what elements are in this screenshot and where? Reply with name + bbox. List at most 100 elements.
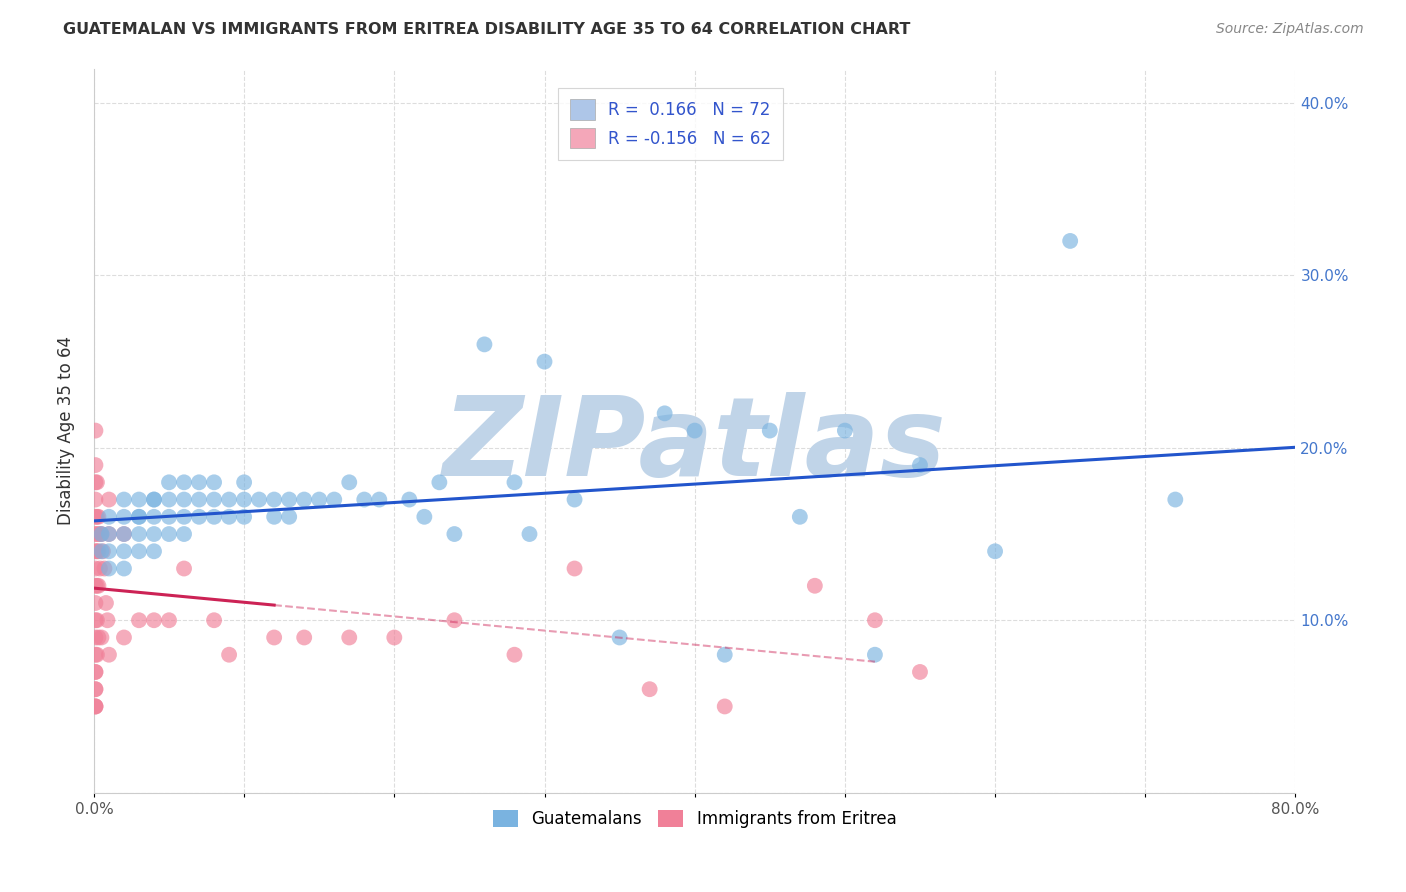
Point <box>638 682 661 697</box>
Point <box>128 509 150 524</box>
Point <box>789 509 811 524</box>
Point <box>96 613 118 627</box>
Point <box>84 561 107 575</box>
Point <box>89 527 111 541</box>
Point <box>143 613 166 627</box>
Point <box>609 631 631 645</box>
Point <box>337 631 360 645</box>
Point <box>84 699 107 714</box>
Point <box>128 527 150 541</box>
Point <box>90 527 112 541</box>
Text: GUATEMALAN VS IMMIGRANTS FROM ERITREA DISABILITY AGE 35 TO 64 CORRELATION CHART: GUATEMALAN VS IMMIGRANTS FROM ERITREA DI… <box>63 22 911 37</box>
Point <box>157 492 180 507</box>
Point <box>86 613 108 627</box>
Point <box>413 509 436 524</box>
Point <box>143 509 166 524</box>
Point <box>94 596 117 610</box>
Point <box>84 648 107 662</box>
Point <box>84 699 107 714</box>
Point <box>84 492 107 507</box>
Point <box>443 613 465 627</box>
Point <box>263 631 285 645</box>
Point <box>87 579 110 593</box>
Point <box>398 492 420 507</box>
Point <box>202 492 225 507</box>
Y-axis label: Disability Age 35 to 64: Disability Age 35 to 64 <box>58 336 75 525</box>
Point <box>683 424 706 438</box>
Point <box>173 492 195 507</box>
Point <box>188 475 211 490</box>
Point <box>157 613 180 627</box>
Point <box>368 492 391 507</box>
Point <box>427 475 450 490</box>
Point <box>759 424 782 438</box>
Point <box>84 544 107 558</box>
Point <box>97 527 120 541</box>
Point <box>93 561 115 575</box>
Point <box>533 354 555 368</box>
Point <box>353 492 375 507</box>
Point <box>128 492 150 507</box>
Point <box>474 337 496 351</box>
Point <box>292 631 315 645</box>
Point <box>188 492 211 507</box>
Point <box>112 544 135 558</box>
Point <box>84 424 107 438</box>
Point <box>84 682 107 697</box>
Point <box>90 527 112 541</box>
Point <box>337 475 360 490</box>
Point <box>157 527 180 541</box>
Point <box>89 561 111 575</box>
Point <box>97 561 120 575</box>
Point <box>84 613 107 627</box>
Point <box>188 509 211 524</box>
Point <box>84 682 107 697</box>
Point <box>84 631 107 645</box>
Point <box>202 475 225 490</box>
Point <box>863 648 886 662</box>
Point <box>143 544 166 558</box>
Point <box>84 509 107 524</box>
Point <box>713 648 735 662</box>
Point <box>84 699 107 714</box>
Point <box>713 699 735 714</box>
Point <box>90 544 112 558</box>
Point <box>308 492 330 507</box>
Point <box>97 544 120 558</box>
Point <box>173 561 195 575</box>
Point <box>173 527 195 541</box>
Point <box>97 509 120 524</box>
Point <box>86 579 108 593</box>
Point <box>84 596 107 610</box>
Point <box>97 492 120 507</box>
Point <box>91 544 114 558</box>
Point <box>233 492 256 507</box>
Point <box>382 631 405 645</box>
Point <box>143 492 166 507</box>
Point <box>112 631 135 645</box>
Point <box>112 509 135 524</box>
Point <box>112 492 135 507</box>
Point <box>519 527 541 541</box>
Point <box>278 492 301 507</box>
Point <box>503 648 526 662</box>
Point <box>247 492 270 507</box>
Text: Source: ZipAtlas.com: Source: ZipAtlas.com <box>1216 22 1364 37</box>
Point <box>1059 234 1081 248</box>
Point <box>233 475 256 490</box>
Point <box>128 544 150 558</box>
Point <box>263 492 285 507</box>
Point <box>112 561 135 575</box>
Point <box>323 492 346 507</box>
Point <box>84 579 107 593</box>
Point <box>233 509 256 524</box>
Point <box>143 492 166 507</box>
Point <box>263 509 285 524</box>
Point <box>202 613 225 627</box>
Point <box>173 509 195 524</box>
Point <box>292 492 315 507</box>
Point <box>97 648 120 662</box>
Point <box>218 648 240 662</box>
Point <box>443 527 465 541</box>
Point <box>90 631 112 645</box>
